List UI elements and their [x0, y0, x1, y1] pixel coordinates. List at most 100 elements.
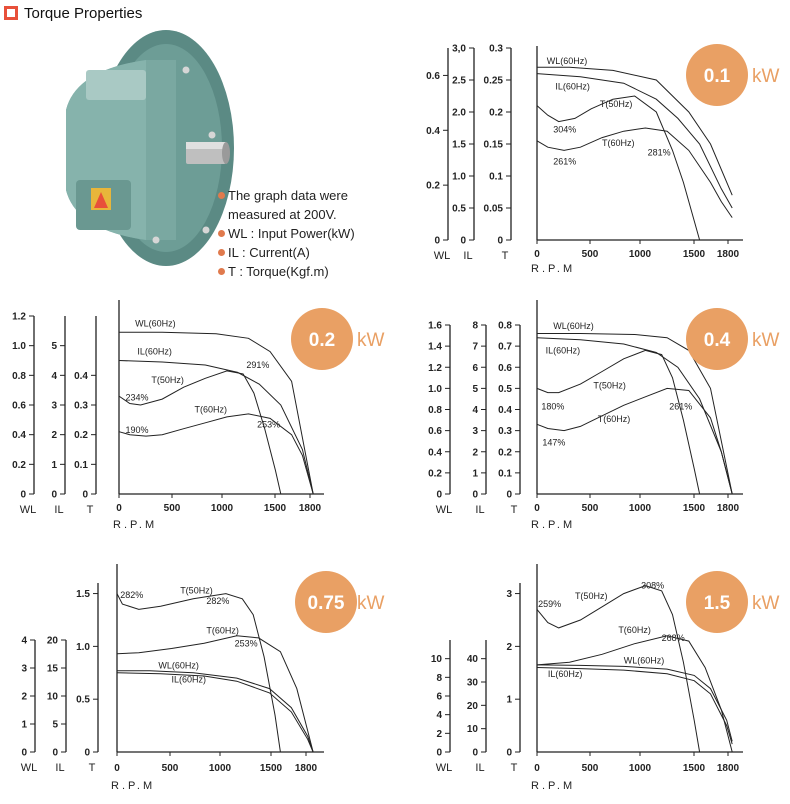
y-tick-label: 15: [47, 664, 59, 675]
power-badge-value: 0.4: [704, 330, 731, 351]
y-axis-name-il: IL: [55, 762, 64, 774]
x-tick-label: 0: [534, 503, 540, 514]
annotation-label: 291%: [246, 360, 269, 370]
y-tick-label: 6: [472, 363, 478, 374]
y-tick-label: 0.8: [12, 371, 26, 382]
y-tick-label: 1.0: [428, 384, 442, 395]
y-axis-il: 0 5 10 15 20 IL: [47, 636, 67, 774]
y-tick-label: 1.2: [12, 312, 26, 323]
y-tick-label: 2.0: [452, 108, 466, 119]
y-tick-label: 0: [436, 490, 442, 501]
power-unit-label: kW: [357, 593, 385, 614]
y-tick-label: 0.6: [428, 426, 442, 437]
y-axis-name-t: T: [89, 762, 96, 774]
y-tick-label: 0.6: [426, 71, 440, 82]
y-tick-label: 0.7: [498, 342, 512, 353]
y-tick-label: 10: [47, 692, 59, 703]
series-line-wl-60hz: [537, 66, 733, 196]
annotation-label: T(60Hz): [598, 414, 631, 424]
annotation-label: 234%: [125, 393, 148, 403]
annotation-label: WL(60Hz): [158, 661, 199, 671]
y-tick-label: 10: [431, 654, 443, 665]
y-tick-label: 1: [506, 695, 512, 706]
x-axis-label: R.P.M: [113, 519, 157, 531]
x-tick-label: 500: [164, 503, 181, 514]
y-tick-label: 0.1: [74, 460, 88, 471]
series-line-t-60hz: [536, 387, 733, 495]
x-axis-label: R.P.M: [531, 263, 575, 275]
x-tick-label: 1800: [295, 763, 318, 774]
y-tick-label: 8: [472, 321, 478, 332]
y-tick-label: 0.4: [428, 447, 442, 458]
y-axis-name-wl: WL: [21, 762, 38, 774]
y-tick-label: 1: [51, 460, 57, 471]
y-tick-label: 3,0: [452, 44, 466, 55]
annotation-label: WL(60Hz): [135, 318, 176, 328]
y-tick-label: 0.2: [428, 468, 442, 479]
x-tick-label: 500: [582, 249, 599, 260]
series-line-wl-60hz: [537, 333, 733, 495]
y-axis-t: 0 0.1 0.2 0.3 0.4 0.5 0.6 0.7 0.8 T: [498, 321, 521, 516]
y-axis-name-wl: WL: [434, 250, 451, 262]
x-axis-label: R.P.M: [111, 780, 155, 792]
y-tick-label: 1.5: [452, 140, 466, 151]
y-axis-t: 0 1 2 3 T: [506, 583, 521, 774]
note-item: WL : Input Power(kW): [218, 224, 355, 243]
annotation-label: 261%: [553, 156, 576, 166]
y-tick-label: 1.0: [12, 341, 26, 352]
series-line-t-50hz: [536, 349, 701, 495]
y-tick-label: 0: [472, 490, 478, 501]
series-line-t-50hz: [116, 593, 281, 753]
y-tick-label: 1.0: [452, 172, 466, 183]
series-line-il-60hz: [116, 672, 314, 753]
annotation-label: 253%: [235, 638, 258, 648]
y-tick-label: 0.2: [489, 108, 503, 119]
y-tick-label: 1.4: [428, 342, 442, 353]
x-tick-label: 1800: [717, 249, 740, 260]
power-badge-value: 0.2: [309, 330, 335, 351]
note-text: WL : Input Power(kW): [228, 226, 355, 241]
section-title: Torque Properties: [24, 4, 143, 22]
y-tick-label: 1.2: [428, 363, 442, 374]
square-bullet-icon: [4, 6, 18, 20]
power-badge: [686, 44, 748, 106]
y-tick-label: 0: [21, 748, 27, 759]
y-tick-label: 5: [472, 384, 478, 395]
annotation-label: 190%: [125, 425, 148, 435]
y-tick-label: 0.6: [12, 401, 26, 412]
annotation-label: 304%: [553, 124, 576, 134]
note-text: T : Torque(Kgf.m): [228, 264, 329, 279]
annotation-label: WL(60Hz): [553, 321, 594, 331]
series-line-t-60hz: [116, 635, 314, 753]
series-line-t-60hz: [536, 635, 733, 753]
x-tick-label: 1500: [683, 763, 706, 774]
y-tick-label: 0.8: [428, 405, 442, 416]
y-axis-t: 0 0.05 0.1 0.15 0.2 0.25 0.3 T: [484, 44, 512, 262]
y-tick-label: 4: [51, 371, 57, 382]
x-tick-label: 0: [116, 503, 122, 514]
annotation-label: T(50Hz): [151, 375, 184, 385]
y-axis-wl: 0 0.2 0.4 0.6 0.8 1.0 1.2 WL: [12, 312, 36, 517]
annotation-label: WL(60Hz): [624, 655, 665, 665]
y-tick-label: 0: [52, 748, 58, 759]
y-axis-name-il: IL: [54, 504, 63, 516]
y-axis-name-t: T: [87, 504, 94, 516]
y-axis-name-wl: WL: [436, 762, 453, 774]
y-tick-label: 0.3: [489, 44, 503, 55]
y-tick-label: 0.3: [498, 426, 512, 437]
series-line-t-60hz: [118, 413, 314, 495]
annotation-label: T(50Hz): [593, 380, 626, 390]
y-axis-name-il: IL: [475, 762, 484, 774]
y-axis-wl: 0 0.2 0.4 0.6 WL: [426, 48, 450, 262]
y-tick-label: 0.4: [74, 371, 88, 382]
y-tick-label: 1: [472, 468, 478, 479]
y-axis-name-t: T: [511, 504, 518, 516]
y-tick-label: 20: [47, 636, 59, 647]
x-tick-label: 500: [582, 763, 599, 774]
x-tick-label: 1000: [629, 763, 652, 774]
note-item: The graph data were: [218, 186, 355, 205]
annotation-label: T(60Hz): [195, 404, 228, 414]
power-badge-value: 0.1: [704, 66, 731, 87]
annotation-label: IL(60Hz): [171, 674, 206, 684]
